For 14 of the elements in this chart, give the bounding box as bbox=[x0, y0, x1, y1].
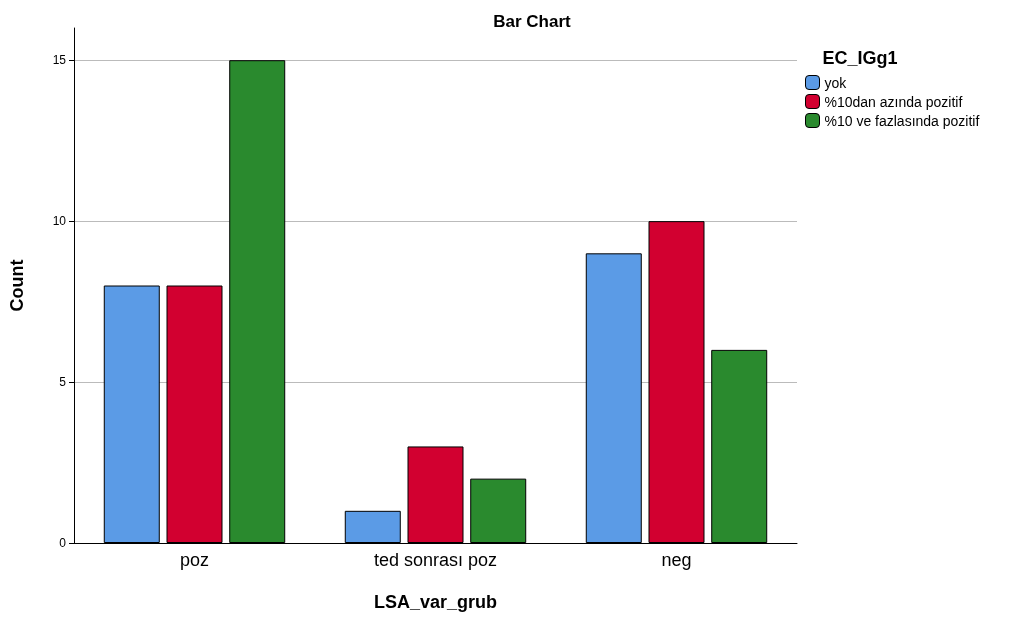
x-axis-title: LSA_var_grub bbox=[373, 592, 498, 612]
x-tick-label: neg bbox=[661, 550, 692, 570]
legend-label: %10dan azında pozitif bbox=[824, 93, 963, 110]
y-axis-title: Count bbox=[7, 259, 27, 312]
x-tick-label: poz bbox=[179, 550, 210, 570]
x-tick-label: ted sonrası poz bbox=[373, 550, 498, 570]
y-tick-label: 5 bbox=[59, 375, 67, 390]
chart-title: Bar Chart bbox=[493, 12, 572, 31]
legend-label: %10 ve fazlasında pozitif bbox=[824, 112, 980, 129]
legend-label: yok bbox=[824, 74, 848, 91]
legend-title: EC_IGg1 bbox=[822, 48, 898, 68]
y-tick-label: 15 bbox=[52, 53, 67, 68]
y-tick-label: 10 bbox=[52, 214, 67, 229]
y-tick-label: 0 bbox=[59, 536, 67, 550]
